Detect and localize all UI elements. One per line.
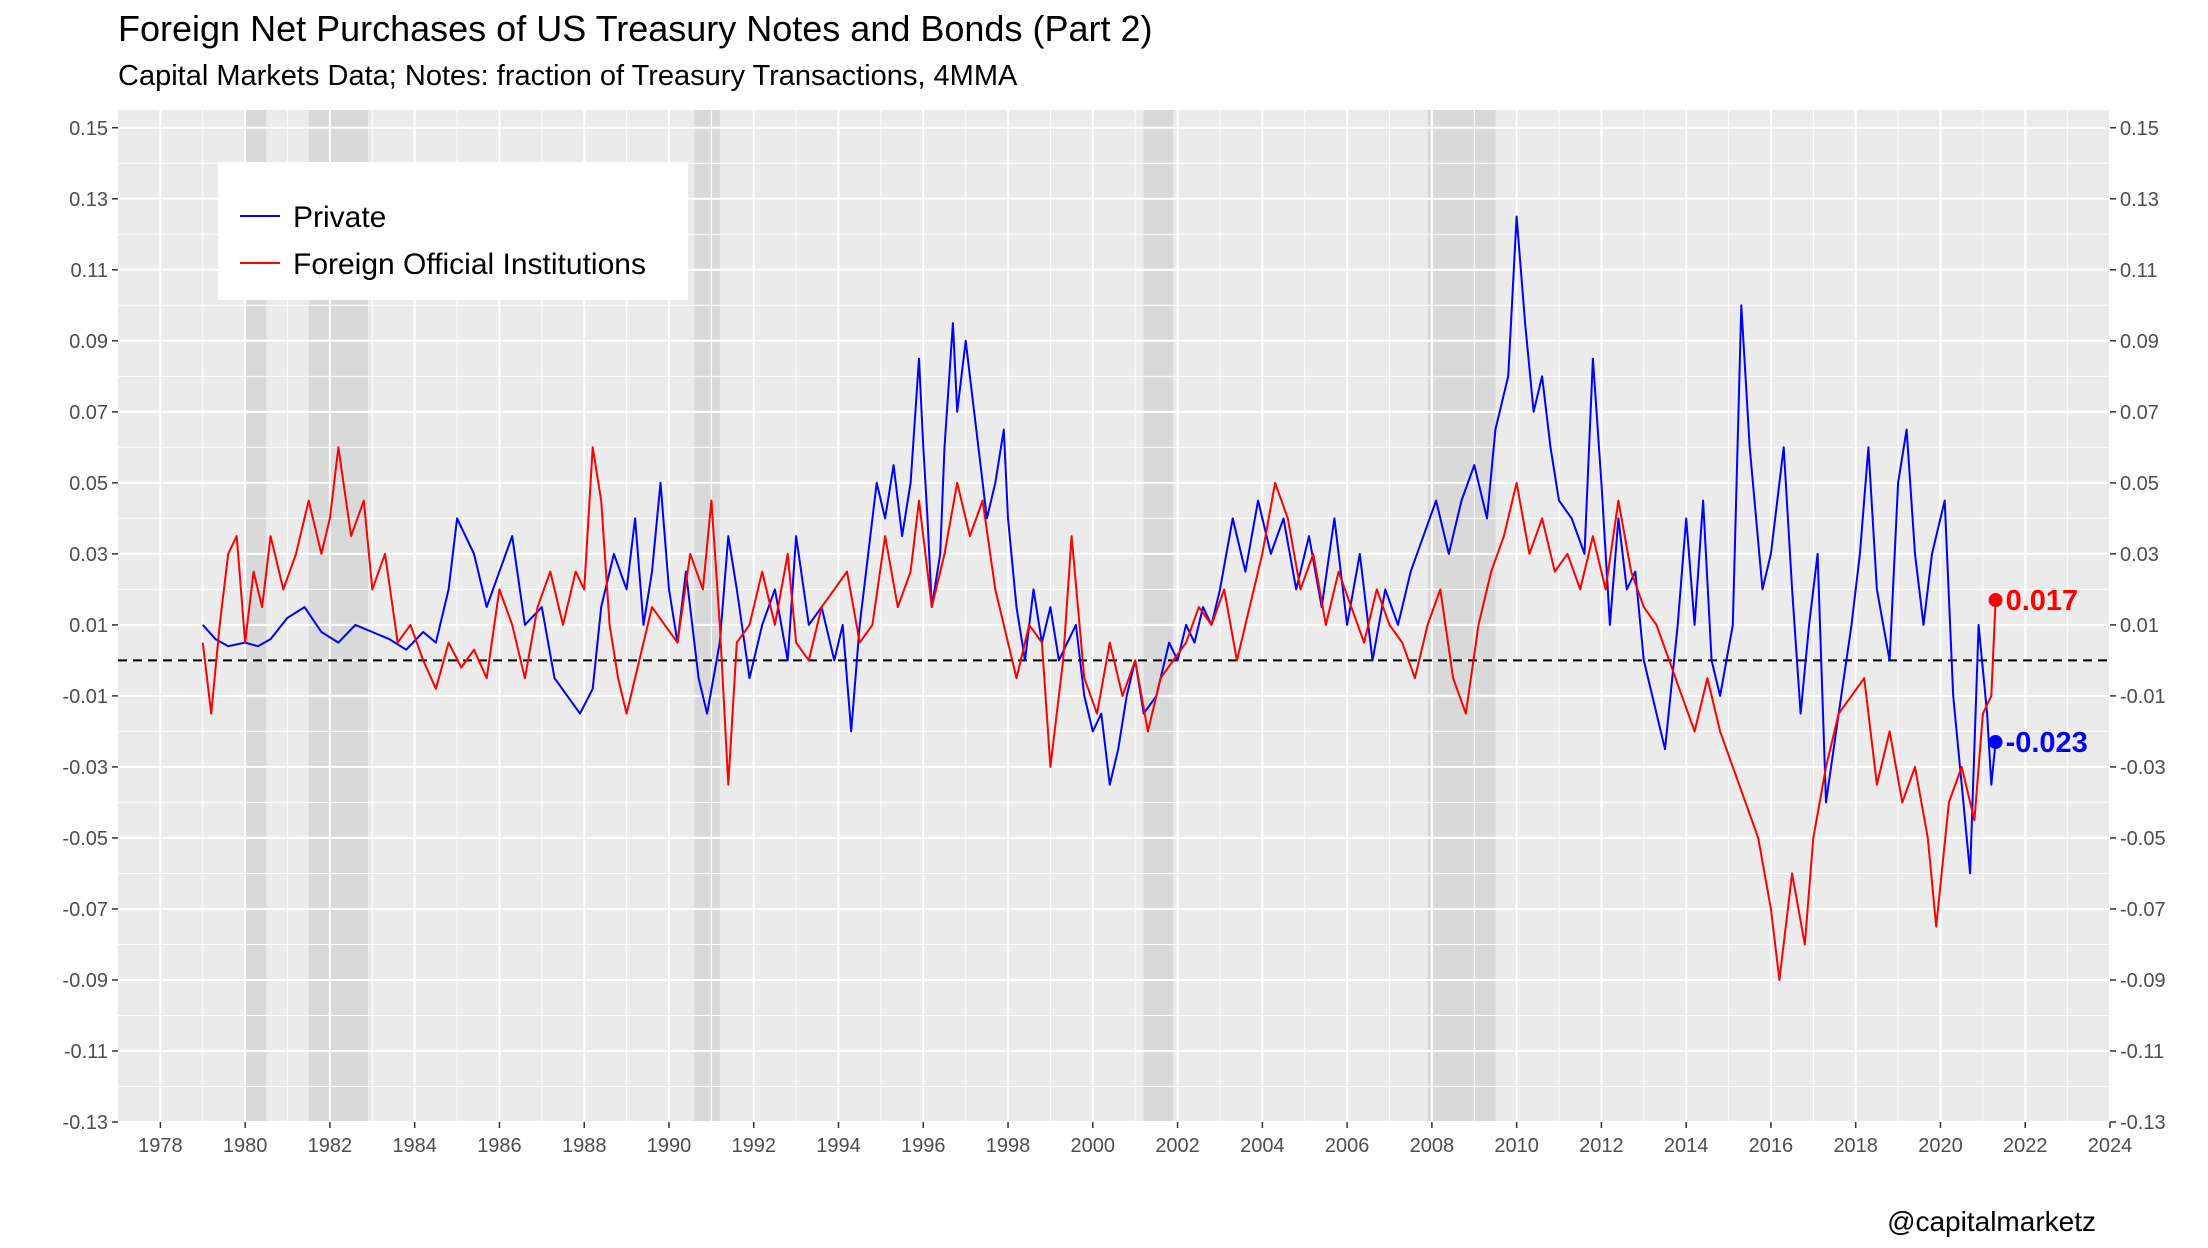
chart-subtitle: Capital Markets Data; Notes: fraction of… [118, 60, 1018, 92]
end-point-private [1988, 735, 2003, 750]
x-tick-label-3: 1984 [392, 1135, 437, 1157]
end-point-official [1988, 593, 2003, 608]
y-tick-label-right-7: 0.01 [2120, 615, 2159, 637]
x-tick-label-23: 2024 [2088, 1135, 2133, 1157]
y-tick-label-right-5: 0.05 [2120, 473, 2159, 495]
y-tick-label-left-8: -0.01 [62, 686, 108, 708]
x-tick-label-17: 2012 [1579, 1135, 1624, 1157]
y-tick-label-left-11: -0.07 [62, 899, 108, 921]
legend-label-official: Foreign Official Institutions [293, 248, 646, 281]
recession-band-0 [245, 110, 267, 1122]
x-tick-label-4: 1986 [477, 1135, 522, 1157]
y-tick-label-left-5: 0.05 [69, 473, 108, 495]
x-tick-label-12: 2002 [1155, 1135, 1200, 1157]
y-tick-label-left-7: 0.01 [69, 615, 108, 637]
y-tick-label-right-10: -0.05 [2120, 828, 2166, 850]
y-tick-label-left-2: 0.11 [71, 260, 108, 282]
x-tick-label-8: 1994 [816, 1135, 861, 1157]
series-line-official [201, 446, 1997, 981]
x-tick-label-15: 2008 [1410, 1135, 1455, 1157]
y-tick-label-left-1: 0.13 [69, 189, 108, 211]
y-tick-label-left-4: 0.07 [69, 402, 108, 424]
y-tick-label-right-4: 0.07 [2120, 402, 2159, 424]
y-tick-label-right-13: -0.11 [2120, 1041, 2164, 1063]
y-tick-label-left-9: -0.03 [62, 757, 108, 779]
x-tick-label-6: 1990 [647, 1135, 692, 1157]
legend-label-private: Private [293, 201, 386, 234]
y-tick-label-right-14: -0.13 [2120, 1112, 2166, 1134]
x-tick-label-22: 2022 [2003, 1135, 2048, 1157]
y-tick-label-right-1: 0.13 [2120, 189, 2159, 211]
y-tick-label-right-8: -0.01 [2120, 686, 2166, 708]
x-tick-label-20: 2018 [1833, 1135, 1878, 1157]
x-tick-label-11: 2000 [1071, 1135, 1116, 1157]
y-tick-label-right-9: -0.03 [2120, 757, 2166, 779]
recession-band-2 [694, 110, 720, 1122]
x-tick-label-10: 1998 [986, 1135, 1031, 1157]
end-labels: -0.023 0.017 [1988, 585, 2088, 759]
chart-title: Foreign Net Purchases of US Treasury Not… [118, 8, 1153, 49]
x-tick-label-13: 2004 [1240, 1135, 1285, 1157]
y-tick-label-left-0: 0.15 [69, 118, 108, 140]
axes: 0.15 0.15 0.13 0.13 0.11 0.11 0.09 0.09 0.07 0.07… [62, 118, 2165, 1157]
x-tick-label-2: 1982 [308, 1135, 353, 1157]
y-tick-label-left-14: -0.13 [62, 1112, 108, 1134]
y-tick-label-right-2: 0.11 [2120, 260, 2157, 282]
series-line-private [202, 215, 1997, 875]
y-tick-label-left-6: 0.03 [69, 544, 108, 566]
y-tick-label-right-6: 0.03 [2120, 544, 2159, 566]
x-tick-label-1: 1980 [223, 1135, 268, 1157]
end-label-official: 0.017 [2006, 585, 2079, 617]
recession-band-4 [1427, 110, 1496, 1122]
x-tick-label-9: 1996 [901, 1135, 946, 1157]
x-tick-label-19: 2016 [1749, 1135, 1794, 1157]
x-tick-label-14: 2006 [1325, 1135, 1370, 1157]
source-caption: @capitalmarketz [1887, 1206, 2096, 1237]
legend-box [218, 162, 688, 300]
x-tick-label-16: 2010 [1494, 1135, 1539, 1157]
y-tick-label-right-0: 0.15 [2120, 118, 2159, 140]
y-tick-label-left-10: -0.05 [62, 828, 108, 850]
y-tick-label-left-13: -0.11 [64, 1041, 108, 1063]
x-tick-label-5: 1988 [562, 1135, 607, 1157]
x-tick-label-21: 2020 [1918, 1135, 1963, 1157]
x-tick-label-18: 2014 [1664, 1135, 1709, 1157]
legend: Private Foreign Official Institutions [218, 162, 688, 300]
y-tick-label-left-3: 0.09 [69, 331, 108, 353]
y-tick-label-right-3: 0.09 [2120, 331, 2159, 353]
y-tick-label-right-11: -0.07 [2120, 899, 2166, 921]
x-tick-label-7: 1992 [731, 1135, 776, 1157]
series-lines [201, 215, 1997, 981]
y-tick-label-right-12: -0.09 [2120, 970, 2166, 992]
y-tick-label-left-12: -0.09 [62, 970, 108, 992]
x-tick-label-0: 1978 [138, 1135, 183, 1157]
recession-band-3 [1143, 110, 1174, 1122]
end-label-private: -0.023 [2006, 727, 2088, 759]
